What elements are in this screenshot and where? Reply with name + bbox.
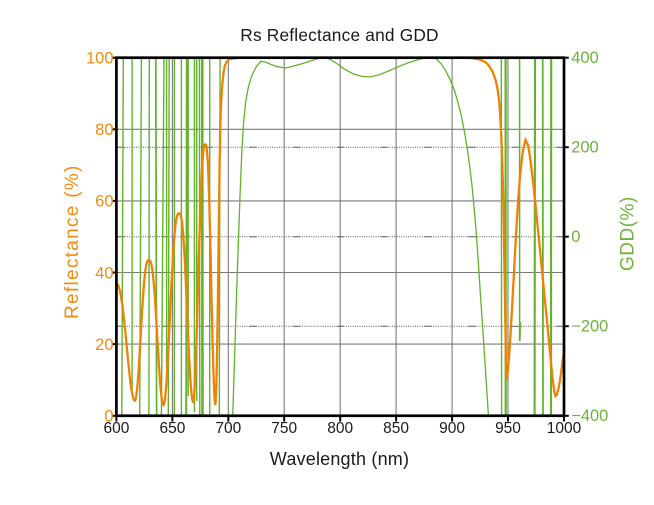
svg-text:0: 0 [571, 228, 580, 246]
svg-text:650: 650 [159, 420, 185, 437]
svg-text:400: 400 [571, 49, 599, 67]
svg-text:GDD(%): GDD(%) [618, 196, 639, 271]
svg-text:Reflectance (%): Reflectance (%) [62, 164, 83, 319]
svg-text:800: 800 [327, 420, 353, 437]
svg-text:80: 80 [95, 121, 113, 139]
svg-text:950: 950 [495, 420, 521, 437]
svg-text:60: 60 [95, 193, 113, 211]
svg-text:750: 750 [271, 420, 297, 437]
svg-text:−200: −200 [571, 318, 608, 336]
svg-text:40: 40 [95, 264, 113, 282]
svg-text:850: 850 [383, 420, 409, 437]
svg-text:20: 20 [95, 336, 113, 354]
svg-text:0: 0 [104, 408, 113, 426]
svg-text:100: 100 [86, 50, 114, 68]
svg-text:700: 700 [215, 420, 241, 437]
svg-text:Wavelength (nm): Wavelength (nm) [270, 449, 409, 469]
svg-text:200: 200 [571, 139, 599, 157]
svg-text:−400: −400 [571, 407, 608, 425]
svg-text:Rs Reflectance and GDD: Rs Reflectance and GDD [240, 25, 438, 45]
svg-text:900: 900 [439, 420, 465, 437]
